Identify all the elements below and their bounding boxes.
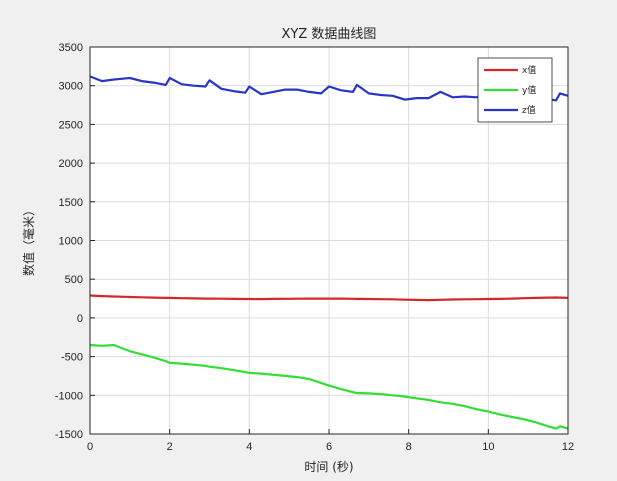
- legend-label-y: y值: [522, 84, 536, 96]
- x-tick-label: 6: [326, 441, 332, 453]
- y-axis-label: 数值（毫米）: [21, 204, 36, 276]
- y-tick-label: 2000: [59, 158, 83, 170]
- y-tick-label: 3500: [59, 42, 83, 54]
- y-tick-label: 3000: [59, 81, 83, 93]
- x-tick-label: 4: [246, 441, 252, 453]
- y-tick-label: 1500: [59, 197, 83, 209]
- legend: x值 y值 z值: [477, 57, 553, 123]
- axis-ticks: 0 2 4 6 8 10 12 -1500 -1000 -500 0 500 1000 1500 2000 2…: [55, 42, 574, 453]
- x-tick-label: 10: [482, 441, 494, 453]
- legend-label-z: z值: [522, 104, 536, 116]
- series-line-y: [89, 343, 569, 430]
- x-tick-label: 8: [406, 441, 412, 453]
- y-tick-label: 2500: [59, 119, 83, 131]
- y-tick-label: 1000: [59, 236, 83, 248]
- series-line-x: [89, 294, 569, 302]
- y-tick-label: 0: [77, 313, 83, 325]
- y-tick-label: 500: [65, 274, 83, 286]
- x-axis-label: 时间 (秒): [304, 460, 353, 474]
- y-tick-label: -1500: [55, 429, 83, 441]
- y-tick-label: -1000: [55, 390, 83, 402]
- x-tick-label: 0: [87, 441, 93, 453]
- chart-title: XYZ 数据曲线图: [282, 27, 377, 42]
- y-tick-label: -500: [61, 352, 83, 364]
- legend-label-x: x值: [522, 64, 536, 76]
- x-tick-label: 2: [167, 441, 173, 453]
- x-tick-label: 12: [562, 441, 574, 453]
